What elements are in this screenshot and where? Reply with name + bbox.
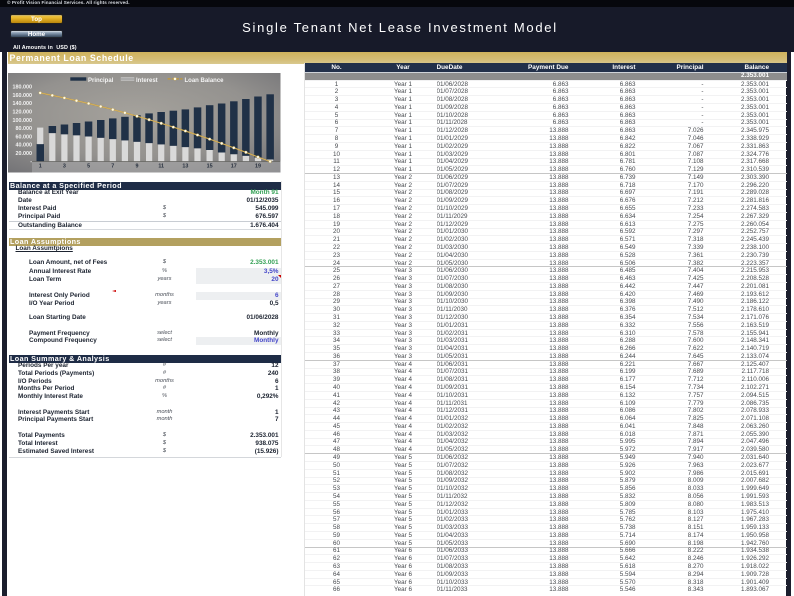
svg-text:11: 11 [158,164,164,170]
svg-text:60.000: 60.000 [16,134,33,140]
svg-text:120.000: 120.000 [13,110,33,116]
svg-text:7: 7 [111,164,114,170]
svg-text:180.000: 180.000 [13,85,33,91]
svg-text:17: 17 [231,164,237,170]
svg-text:13: 13 [182,164,188,170]
svg-text:80.000: 80.000 [16,126,33,132]
svg-text:Principal: Principal [88,78,114,84]
svg-text:Interest: Interest [136,78,158,84]
svg-text:20.000: 20.000 [16,151,33,157]
svg-text:160.000: 160.000 [13,93,33,99]
svg-text:-: - [30,159,32,165]
svg-text:5: 5 [87,164,90,170]
svg-text:15: 15 [207,164,213,170]
svg-text:1: 1 [39,164,42,170]
svg-text:Loan Balance: Loan Balance [185,78,225,84]
svg-text:9: 9 [136,164,139,170]
svg-text:140.000: 140.000 [13,101,33,107]
svg-text:3: 3 [63,164,66,170]
svg-text:40.000: 40.000 [16,143,33,149]
svg-text:19: 19 [255,164,261,170]
svg-text:100.000: 100.000 [13,118,33,124]
